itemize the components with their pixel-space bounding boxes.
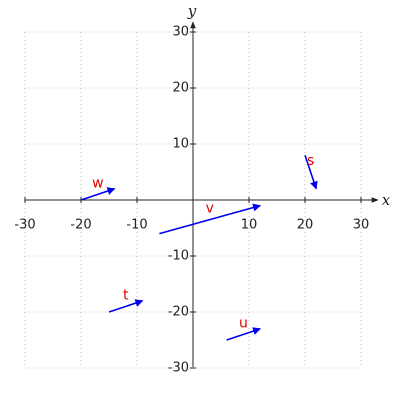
x-tick-label: 20 (297, 218, 314, 233)
x-tick-label: 10 (241, 218, 258, 233)
x-axis-label: x (382, 191, 391, 209)
vector-arrow (108, 299, 144, 313)
y-tick-label: -30 (168, 361, 189, 376)
y-axis-label: y (187, 2, 197, 20)
vector-label: t (123, 287, 129, 303)
x-tick-label: 30 (353, 218, 370, 233)
vector-arrow (304, 154, 318, 190)
x-tick-label: -10 (126, 218, 147, 233)
vector-label: u (239, 315, 248, 331)
vector-arrow (159, 203, 261, 235)
y-tick-label: -10 (168, 249, 189, 264)
x-tick-label: -20 (70, 218, 91, 233)
y-tick-label: 20 (172, 81, 189, 96)
y-tick-label: 30 (172, 25, 189, 40)
vector-arrow (80, 187, 116, 201)
vector-label: w (92, 175, 103, 191)
vector-arrow (226, 327, 261, 341)
x-tick-label: -30 (14, 218, 35, 233)
y-tick-label: 10 (172, 137, 189, 152)
vector-label: v (206, 201, 214, 217)
vector-label: s (307, 153, 314, 169)
y-tick-label: -20 (168, 305, 189, 320)
